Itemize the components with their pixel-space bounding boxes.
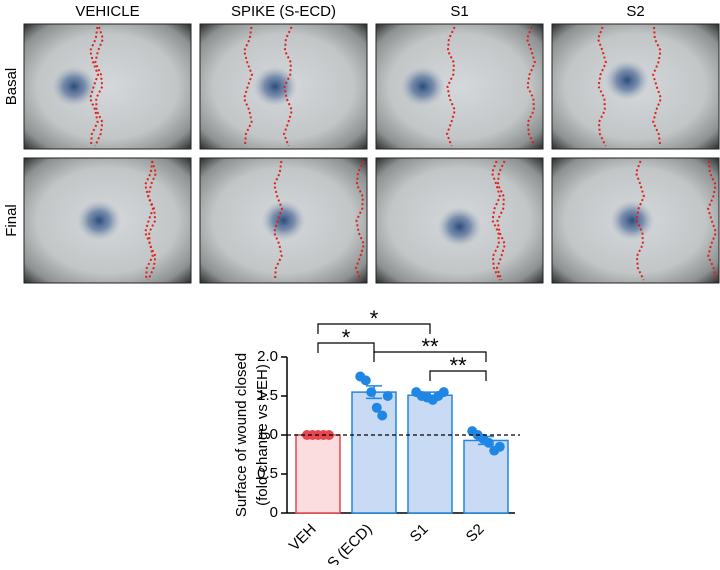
data-point: [483, 437, 494, 448]
data-point: [494, 441, 505, 452]
significance-label: *: [342, 325, 351, 350]
significance-bracket: [373, 351, 487, 362]
stain: [610, 200, 655, 241]
column-label: VEHICLE: [75, 3, 139, 20]
y-axis-label: Surface of wound closed: [233, 353, 250, 517]
significance-label: **: [421, 334, 439, 359]
data-point: [371, 402, 382, 413]
significance-label: **: [449, 353, 467, 378]
row-label: Final: [3, 204, 20, 237]
wound-edge: [445, 26, 456, 147]
wound-edge: [243, 26, 254, 147]
bar: [351, 391, 397, 514]
wound-edge: [94, 26, 105, 147]
wound-edge: [596, 26, 607, 147]
data-point: [377, 410, 388, 421]
column-label: S1: [450, 3, 468, 20]
significance-bracket: [429, 370, 487, 381]
data-point: [360, 375, 371, 386]
data-point: [366, 387, 377, 398]
stain: [77, 200, 122, 241]
wound-edge: [652, 26, 663, 147]
y-tick-label: 1.0: [257, 426, 278, 443]
x-tick-label: S (ECD): [324, 521, 376, 565]
y-tick-label: 0.5: [257, 465, 278, 482]
column-label: SPIKE (S-ECD): [231, 3, 336, 20]
data-point: [382, 391, 393, 401]
wound-edge: [354, 160, 365, 281]
significance-bracket: [317, 342, 375, 353]
x-tick-label: S1: [407, 521, 432, 546]
micrograph: [23, 23, 192, 150]
wound-edge: [89, 26, 100, 147]
stain: [437, 206, 482, 247]
wound-edge: [495, 160, 506, 281]
significance-bracket: [317, 323, 431, 334]
significance-label: *: [370, 306, 379, 331]
bar: [295, 434, 341, 514]
y-tick-label: 0: [270, 504, 278, 521]
wound-edge: [147, 160, 158, 281]
y-tick-label: 2.0: [257, 348, 278, 365]
stain: [605, 60, 650, 101]
wound-edge: [144, 160, 155, 281]
stain: [400, 66, 445, 107]
x-tick-label: VEH: [286, 521, 320, 555]
row-label: Basal: [3, 68, 20, 106]
bar: [407, 394, 453, 514]
stain: [253, 66, 298, 107]
column-label: S2: [626, 3, 644, 20]
y-axis-label: (fold change vs VEH): [254, 364, 271, 506]
wound-edge: [525, 26, 536, 147]
stain: [261, 200, 306, 241]
stain: [52, 66, 97, 107]
wound-edge: [273, 160, 284, 281]
y-tick-label: 1.5: [257, 387, 278, 404]
wound-edge: [634, 160, 645, 281]
wound-edge: [282, 26, 293, 147]
wound-edge: [707, 160, 718, 281]
data-point: [438, 387, 449, 398]
x-tick-label: S2: [463, 521, 488, 546]
wound-edge: [490, 160, 501, 281]
